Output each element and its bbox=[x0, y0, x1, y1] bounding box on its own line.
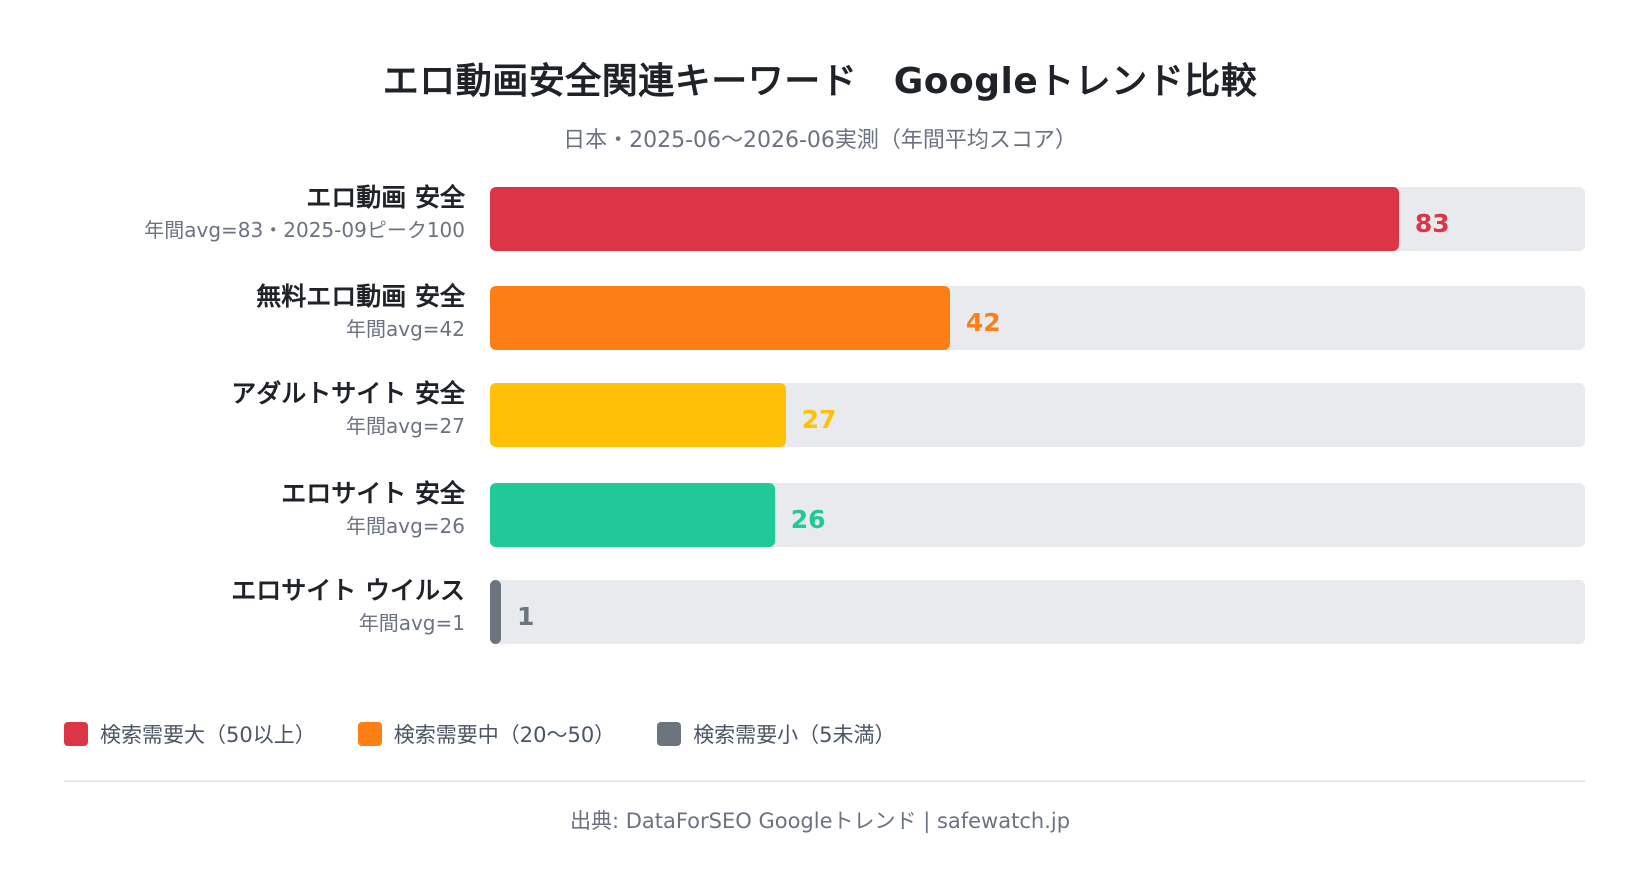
category-sublabel: 年間avg=42 bbox=[346, 317, 465, 341]
legend-item: 検索需要中（20〜50） bbox=[357, 719, 616, 749]
category-label: エロサイト ウイルス bbox=[231, 576, 465, 605]
bar-row: エロサイト 安全年間avg=26 26 bbox=[0, 477, 1640, 549]
category-label-block: エロサイト 安全年間avg=26 bbox=[45, 477, 465, 541]
bar-value-label: 27 bbox=[801, 405, 837, 434]
category-label: エロ動画 安全 bbox=[306, 183, 465, 212]
bar-chart: エロ動画 安全年間avg=83・2025-09ピーク100 83 無料エロ動画 安全… bbox=[0, 183, 1640, 690]
bar-track: 83 bbox=[490, 187, 1585, 251]
bar-track: 26 bbox=[490, 483, 1585, 547]
source-note: 出典: DataForSEO Googleトレンド | safewatch.jp bbox=[569, 809, 1071, 833]
category-label-block: 無料エロ動画 安全年間avg=42 bbox=[45, 280, 465, 344]
bar-row: エロ動画 安全年間avg=83・2025-09ピーク100 83 bbox=[0, 181, 1640, 253]
legend-label: 検索需要中（20〜50） bbox=[393, 723, 616, 747]
bar-row: アダルトサイト 安全年間avg=27 27 bbox=[0, 377, 1640, 449]
chart-legend: 検索需要大（50以上） 検索需要中（20〜50） 検索需要小（5未満） bbox=[64, 718, 938, 750]
category-label: アダルトサイト 安全 bbox=[231, 379, 465, 408]
chart-subtitle: 日本・2025-06〜2026-06実測（年間平均スコア） bbox=[563, 128, 1077, 153]
bar-value-label: 83 bbox=[1414, 209, 1450, 238]
category-label-block: エロ動画 安全年間avg=83・2025-09ピーク100 bbox=[45, 181, 465, 245]
legend-label: 検索需要大（50以上） bbox=[100, 723, 316, 747]
legend-swatch bbox=[657, 722, 682, 746]
category-sublabel: 年間avg=83・2025-09ピーク100 bbox=[144, 218, 465, 242]
category-sublabel: 年間avg=27 bbox=[346, 414, 465, 438]
bar-row: 無料エロ動画 安全年間avg=42 42 bbox=[0, 280, 1640, 352]
bar-track: 1 bbox=[490, 580, 1585, 644]
bar-track: 42 bbox=[490, 286, 1585, 350]
legend-item: 検索需要大（50以上） bbox=[64, 719, 316, 749]
bar-value-label: 1 bbox=[516, 602, 535, 631]
bar-value-label: 26 bbox=[790, 505, 826, 534]
category-label: 無料エロ動画 安全 bbox=[256, 282, 465, 311]
bar bbox=[490, 580, 501, 644]
chart-title: エロ動画安全関連キーワード Googleトレンド比較 bbox=[382, 61, 1258, 102]
legend-item: 検索需要小（5未満） bbox=[657, 719, 896, 749]
category-sublabel: 年間avg=26 bbox=[346, 514, 465, 538]
category-label-block: アダルトサイト 安全年間avg=27 bbox=[45, 377, 465, 441]
bar-value-label: 42 bbox=[965, 308, 1001, 337]
category-label: エロサイト 安全 bbox=[281, 479, 465, 508]
bar-row: エロサイト ウイルス年間avg=1 1 bbox=[0, 574, 1640, 646]
bar bbox=[490, 286, 950, 350]
legend-swatch bbox=[64, 722, 88, 746]
category-sublabel: 年間avg=1 bbox=[358, 611, 465, 635]
legend-swatch bbox=[357, 722, 382, 746]
footer-divider bbox=[64, 780, 1585, 782]
bar-track: 27 bbox=[490, 383, 1585, 447]
category-label-block: エロサイト ウイルス年間avg=1 bbox=[45, 574, 465, 638]
legend-label: 検索需要小（5未満） bbox=[693, 723, 896, 747]
bar bbox=[490, 187, 1399, 251]
bar bbox=[490, 483, 775, 547]
bar bbox=[490, 383, 786, 447]
